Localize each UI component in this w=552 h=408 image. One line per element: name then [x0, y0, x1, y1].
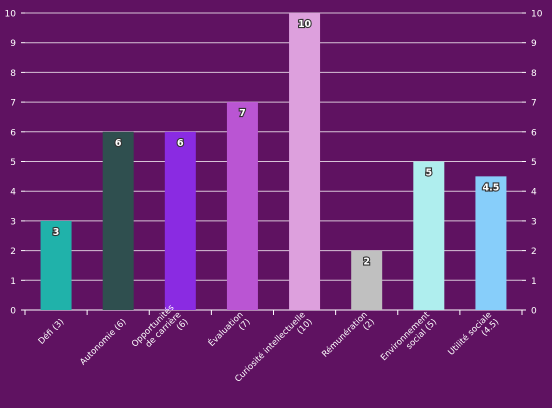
bar: [351, 250, 383, 310]
data-label: 10: [298, 19, 312, 30]
x-tick-label: Évaluation(7): [205, 309, 252, 356]
bar: [413, 161, 445, 310]
data-label: 3: [53, 227, 60, 238]
x-tick-label-line: Rémunération: [320, 309, 370, 359]
y-tick-label-right: 8: [531, 69, 537, 79]
y-tick-label-left: 9: [10, 39, 16, 49]
x-tick-label: Rémunération(2): [320, 309, 377, 366]
y-tick-label-right: 7: [531, 99, 537, 109]
x-tick-label-line: Autonomie (6): [78, 317, 128, 367]
y-tick-label-left: 5: [10, 158, 16, 168]
x-tick-label: Opportunitésde carrière(6): [129, 302, 191, 364]
x-tick-label: Environnementsocial (5): [379, 310, 439, 370]
x-tick-label: Défi (3): [36, 316, 66, 346]
bar: [164, 131, 196, 310]
bar: [102, 131, 134, 310]
data-label: 6: [115, 138, 122, 149]
y-tick-label-right: 4: [531, 188, 537, 198]
y-tick-label-right: 1: [531, 277, 537, 287]
bar: [40, 220, 72, 310]
x-tick-label: Autonomie (6): [78, 317, 128, 367]
bar: [475, 176, 507, 310]
y-tick-label-left: 6: [10, 128, 16, 138]
y-tick-label-right: 10: [531, 10, 543, 20]
y-tick-label-right: 0: [531, 307, 537, 317]
y-tick-label-right: 5: [531, 158, 537, 168]
y-tick-label-left: 3: [10, 217, 16, 227]
data-label: 4.5: [483, 182, 500, 193]
y-tick-label-right: 3: [531, 217, 537, 227]
y-tick-label-left: 1: [10, 277, 16, 287]
y-tick-label-left: 10: [5, 10, 17, 20]
y-tick-label-left: 2: [10, 247, 16, 257]
y-tick-label-left: 8: [10, 69, 16, 79]
x-tick-label-line: Défi (3): [36, 316, 66, 346]
bar: [226, 102, 258, 310]
y-tick-label-left: 7: [10, 99, 16, 109]
data-label: 6: [177, 138, 184, 149]
y-tick-label-right: 6: [531, 128, 537, 138]
data-label: 2: [363, 257, 370, 268]
y-tick-label-right: 2: [531, 247, 537, 257]
y-tick-label-right: 9: [531, 39, 537, 49]
x-tick-label: Utilité sociale(4.5): [446, 309, 501, 364]
y-tick-label-left: 4: [10, 188, 16, 198]
data-label: 5: [426, 168, 433, 179]
bar: [289, 13, 321, 310]
y-tick-label-left: 0: [10, 307, 16, 317]
data-label: 7: [239, 108, 246, 119]
